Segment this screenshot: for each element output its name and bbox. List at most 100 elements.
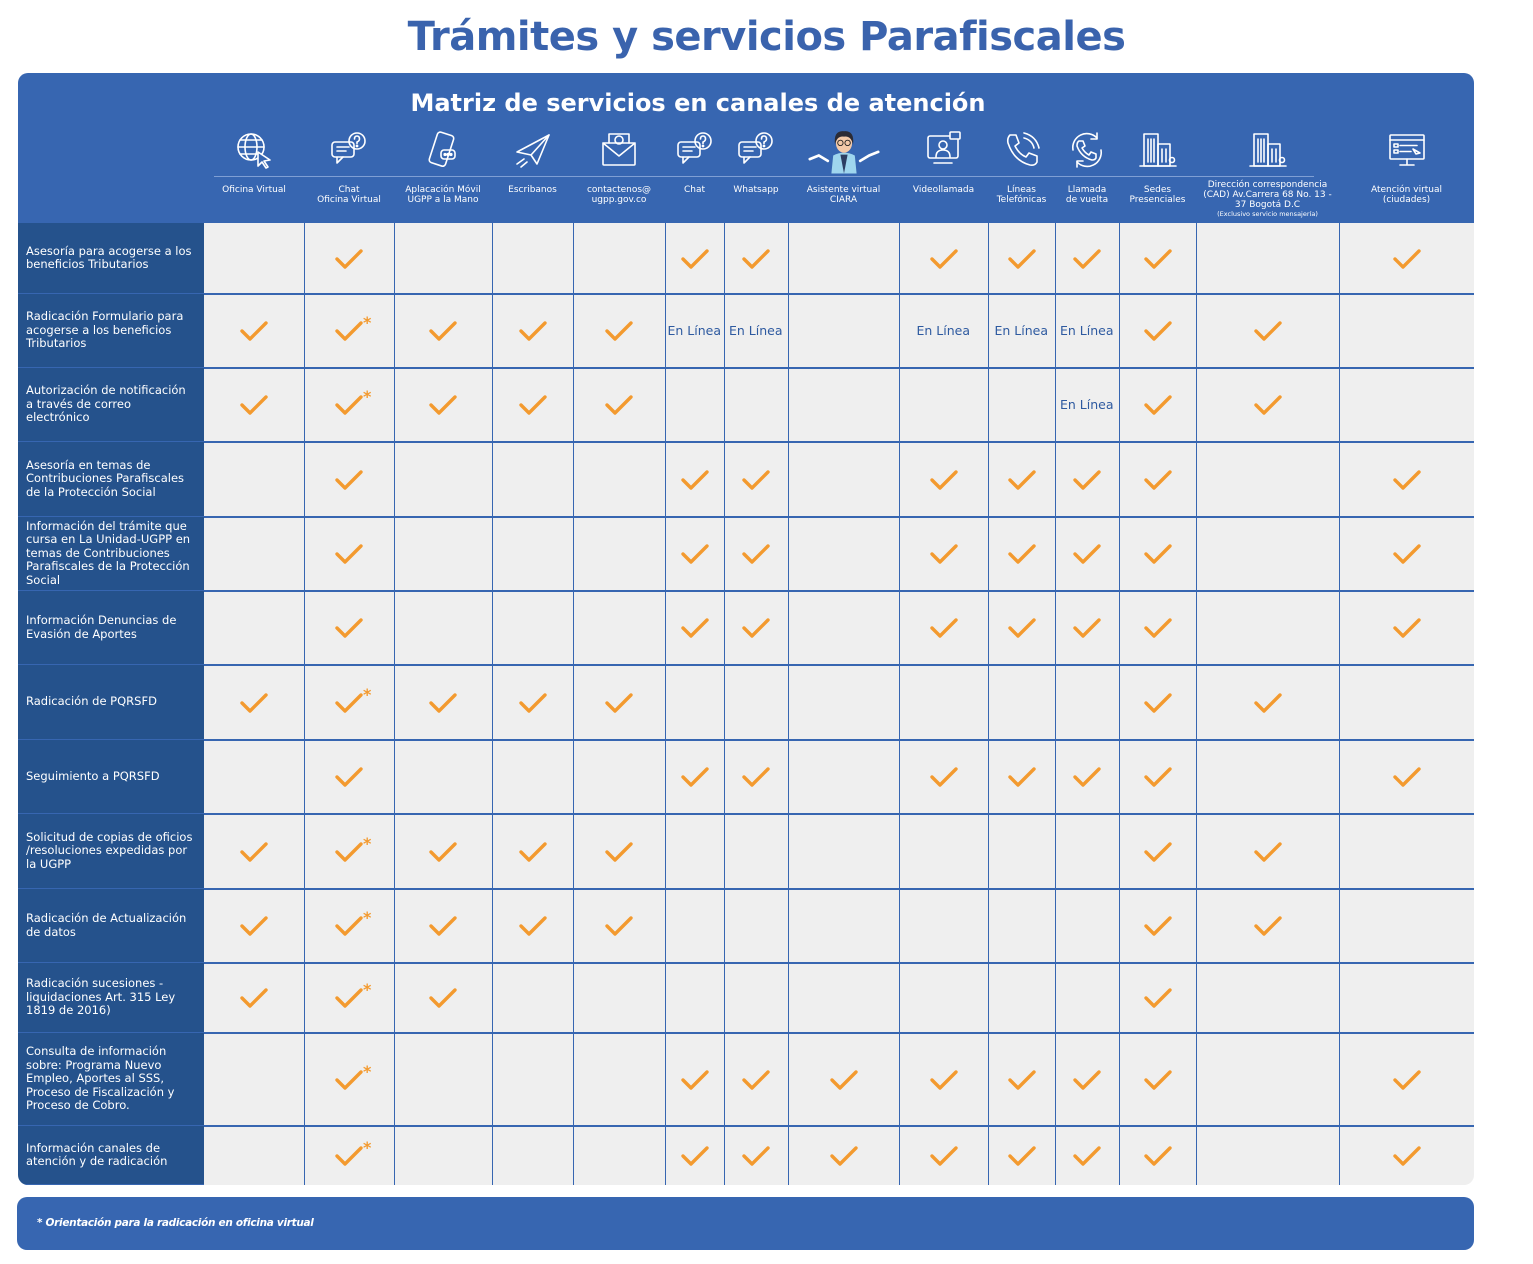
- paper-plane-icon: [513, 128, 553, 172]
- check-icon: [1392, 1068, 1422, 1092]
- column-divider: [1339, 223, 1340, 1185]
- column-divider: [573, 223, 574, 1185]
- check-icon: [1007, 247, 1037, 271]
- row-label: Consulta de información sobre: Programa …: [18, 1033, 204, 1126]
- check-icon: [1143, 691, 1173, 715]
- check-icon: [829, 1068, 859, 1092]
- check-icon: [604, 691, 634, 715]
- check-icon: [428, 319, 458, 343]
- check-icon: [1253, 691, 1283, 715]
- check-icon: [1072, 1144, 1102, 1168]
- check-icon: [428, 691, 458, 715]
- channel-note: (Exclusivo servicio mensajería): [1217, 210, 1318, 218]
- row-divider: [204, 293, 1474, 295]
- row-divider: [204, 516, 1474, 518]
- check-icon: [1392, 247, 1422, 271]
- asterisk-mark: *: [363, 387, 372, 406]
- check-icon: [518, 319, 548, 343]
- check-icon: [1072, 542, 1102, 566]
- globe-cursor-icon: [234, 128, 274, 172]
- asterisk-mark: *: [363, 1137, 372, 1157]
- check-icon: [1143, 914, 1173, 938]
- chat-question-icon: [675, 128, 715, 172]
- asterisk-mark: *: [363, 833, 372, 853]
- row-label: Información del trámite que cursa en La …: [18, 517, 204, 591]
- channel-label: Sedes Presenciales: [1129, 185, 1186, 205]
- check-icon: [334, 765, 364, 789]
- check-icon: [239, 914, 269, 938]
- channel-label: Videollamada: [912, 185, 975, 195]
- row-label: Radicación sucesiones -liquidaciones Art…: [18, 963, 204, 1033]
- check-icon: [829, 1144, 859, 1168]
- row-divider: [204, 1125, 1474, 1127]
- check-icon: [741, 616, 771, 640]
- channel-label: Whatsapp: [733, 185, 779, 195]
- check-icon: [680, 468, 710, 492]
- virtual-assistant-icon: [807, 125, 880, 177]
- check-icon: [239, 986, 269, 1010]
- check-icon: [1143, 840, 1173, 864]
- check-icon: [518, 840, 548, 864]
- channel-label: Asistente virtual CIARA: [806, 185, 881, 205]
- footer-band: * Orientación para la radicación en ofic…: [17, 1197, 1474, 1250]
- check-icon: [929, 542, 959, 566]
- check-icon: [518, 691, 548, 715]
- check-icon: [239, 393, 269, 417]
- row-divider: [204, 664, 1474, 666]
- row-label: Radicación de Actualización de datos: [18, 889, 204, 963]
- footnote: * Orientación para la radicación en ofic…: [37, 1217, 314, 1229]
- asterisk-mark: *: [363, 684, 372, 704]
- row-label: Radicación de PQRSFD: [18, 665, 204, 740]
- callback-phone-icon: [1067, 128, 1107, 172]
- column-divider: [724, 223, 725, 1185]
- check-icon: [1072, 247, 1102, 271]
- computer-screen-icon: [1387, 128, 1427, 172]
- check-icon: [1072, 765, 1102, 789]
- check-icon: [1072, 1068, 1102, 1092]
- matrix-title: Matriz de servicios en canales de atenci…: [410, 89, 986, 117]
- channel-label: Oficina Virtual: [222, 185, 286, 195]
- phone-icon: [1002, 128, 1042, 172]
- column-divider: [1055, 223, 1056, 1185]
- check-icon: [1143, 542, 1173, 566]
- column-divider: [1196, 223, 1197, 1185]
- check-icon: [1143, 247, 1173, 271]
- check-icon: [929, 616, 959, 640]
- row-divider: [204, 888, 1474, 890]
- check-icon: [1143, 1068, 1173, 1092]
- asterisk-mark: *: [363, 980, 372, 999]
- check-icon: [1143, 319, 1173, 343]
- check-icon: [929, 247, 959, 271]
- row-divider: [204, 590, 1474, 592]
- check-icon: [929, 765, 959, 789]
- check-icon: [239, 319, 269, 343]
- check-icon: [1143, 616, 1173, 640]
- check-icon: [1392, 542, 1422, 566]
- column-divider: [788, 223, 789, 1185]
- check-icon: [334, 542, 364, 566]
- check-icon: [334, 691, 364, 715]
- channel-label: Chat: [683, 185, 706, 195]
- row-divider: [204, 1032, 1474, 1034]
- online-text: En Línea: [667, 323, 722, 338]
- check-icon: [334, 393, 364, 417]
- check-icon: [334, 1144, 364, 1168]
- row-label: Seguimiento a PQRSFD: [18, 740, 204, 814]
- column-divider: [304, 223, 305, 1185]
- building-icon: [1248, 128, 1288, 172]
- check-icon: [604, 393, 634, 417]
- check-icon: [929, 1068, 959, 1092]
- check-icon: [334, 840, 364, 864]
- check-icon: [334, 986, 364, 1010]
- channel-label: Dirección correspondencia (CAD) Av.Carre…: [1192, 180, 1343, 218]
- check-icon: [1143, 393, 1173, 417]
- check-icon: [1007, 542, 1037, 566]
- video-call-icon: [924, 128, 964, 172]
- check-icon: [239, 840, 269, 864]
- check-icon: [604, 319, 634, 343]
- chat-question-icon: [329, 128, 369, 172]
- check-icon: [334, 914, 364, 938]
- row-label: Asesoría para acogerse a los beneficios …: [18, 223, 204, 294]
- check-icon: [428, 840, 458, 864]
- check-icon: [680, 542, 710, 566]
